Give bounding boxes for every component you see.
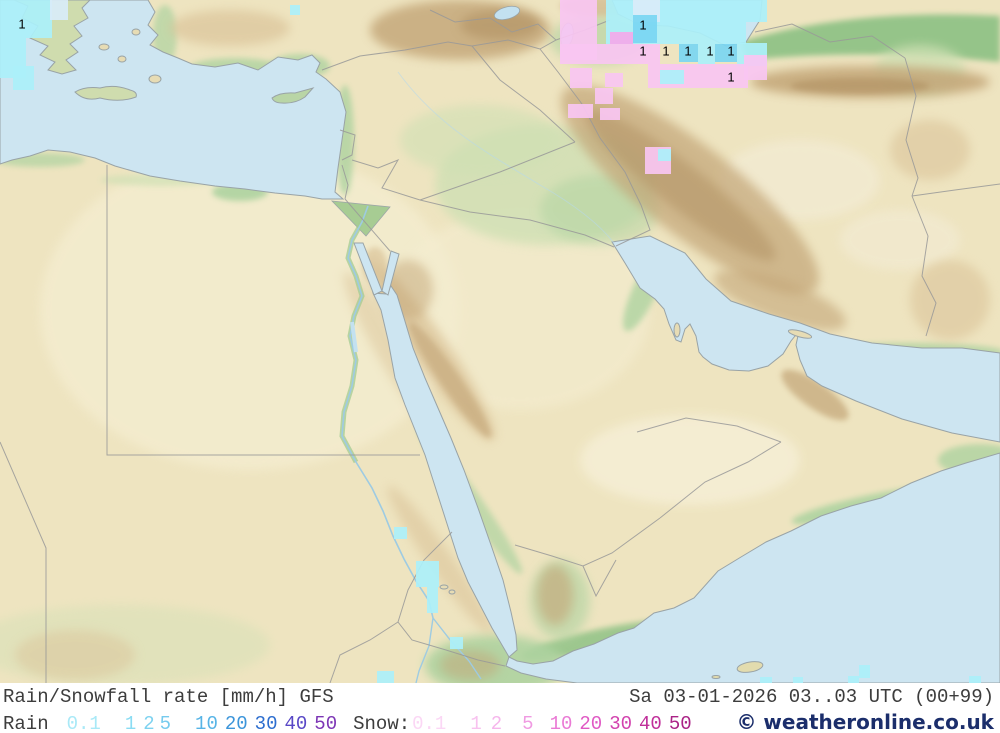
rhodes-island bbox=[148, 74, 162, 84]
terrain-map bbox=[0, 0, 1000, 683]
blue-nile-river bbox=[432, 617, 482, 680]
red-sea bbox=[372, 285, 518, 658]
aegean-island bbox=[117, 55, 127, 63]
legend-row: Rain 0.1 1 2 5 10 20 30 40 50 Snow: 0.1 1 2 5 10 20 30… bbox=[0, 708, 1000, 733]
legend-value: 40 bbox=[284, 713, 308, 733]
legend-value: 10 bbox=[195, 713, 218, 733]
legend-value: 40 bbox=[639, 713, 662, 733]
legend-value: 1 bbox=[470, 713, 482, 733]
lake-nasser bbox=[350, 321, 358, 353]
lake-van bbox=[493, 5, 521, 21]
persian-gulf bbox=[611, 235, 1000, 443]
mediterranean-sea bbox=[0, 0, 347, 200]
legend-value: 2 bbox=[490, 713, 503, 733]
info-bar: Rain/Snowfall rate [mm/h] GFS Sa 03-01-2… bbox=[0, 683, 1000, 733]
legend-value: 30 bbox=[254, 713, 278, 733]
country-borders bbox=[0, 9, 1000, 683]
aegean-island bbox=[131, 28, 141, 36]
bahrain-island bbox=[673, 322, 681, 338]
rain-legend-values: 0.1 1 2 5 10 20 30 40 50 bbox=[49, 713, 338, 733]
dahlak-island bbox=[439, 584, 449, 590]
legend-value: 5 bbox=[159, 713, 172, 733]
legend-value: 0.1 bbox=[66, 713, 101, 733]
legend-value: 20 bbox=[224, 713, 248, 733]
legend-value: 50 bbox=[668, 713, 692, 733]
euphrates-river bbox=[397, 71, 615, 244]
socotra-island bbox=[736, 661, 764, 673]
product-title: Rain/Snowfall rate [mm/h] GFS bbox=[3, 686, 334, 708]
dahlak-island bbox=[448, 589, 456, 595]
legend-value: 30 bbox=[609, 713, 632, 733]
white-nile-river bbox=[415, 617, 434, 683]
qeshm-island bbox=[787, 329, 813, 339]
cyprus-island bbox=[271, 87, 315, 104]
legend-value: 5 bbox=[522, 713, 534, 733]
title-row: Rain/Snowfall rate [mm/h] GFS Sa 03-01-2… bbox=[0, 683, 1000, 708]
forecast-timestamp: Sa 03-01-2026 03..03 UTC (00+99) bbox=[629, 686, 994, 708]
gulf-of-aqaba bbox=[381, 250, 400, 296]
aegean-island bbox=[98, 43, 110, 51]
nile-river bbox=[341, 205, 434, 619]
copyright-link[interactable]: © weatheronline.co.uk bbox=[736, 710, 994, 733]
rain-legend-label: Rain bbox=[3, 713, 49, 733]
arabian-sea bbox=[505, 452, 1000, 683]
islet bbox=[711, 675, 721, 679]
legend-value: 20 bbox=[579, 713, 603, 733]
desert-lut bbox=[840, 210, 960, 270]
desert-rub-al-khali bbox=[580, 415, 800, 505]
legend-value: 1 bbox=[124, 713, 137, 733]
legend-value: 10 bbox=[549, 713, 573, 733]
legend-value: 0.1 bbox=[412, 713, 447, 733]
crete-island bbox=[74, 85, 137, 101]
snow-legend-label: Snow: bbox=[353, 713, 411, 733]
snow-legend-values: 0.1 1 2 5 10 20 30 40 50 bbox=[410, 713, 692, 733]
legend-value: 2 bbox=[143, 713, 155, 733]
legend-value: 50 bbox=[314, 713, 338, 733]
